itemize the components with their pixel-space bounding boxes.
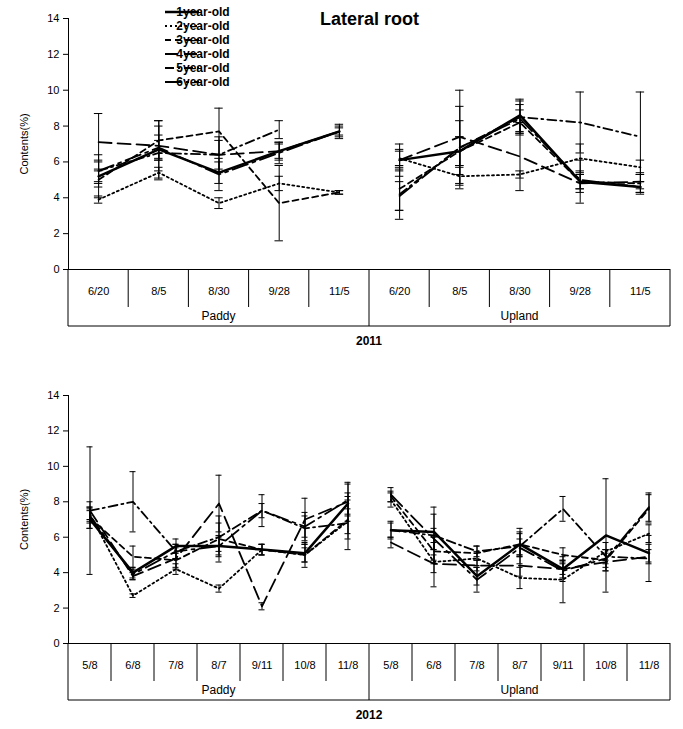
svg-text:0: 0 — [53, 637, 59, 649]
svg-text:6: 6 — [53, 531, 59, 543]
svg-text:6/8: 6/8 — [426, 659, 441, 671]
svg-text:10: 10 — [47, 84, 59, 96]
svg-text:2012: 2012 — [356, 708, 383, 722]
svg-text:6year-old: 6year-old — [176, 75, 229, 89]
svg-text:6: 6 — [53, 155, 59, 167]
svg-text:7/8: 7/8 — [469, 659, 484, 671]
svg-text:12: 12 — [47, 424, 59, 436]
svg-text:11/5: 11/5 — [329, 285, 350, 297]
svg-text:10/8: 10/8 — [294, 659, 315, 671]
svg-text:9/28: 9/28 — [268, 285, 289, 297]
svg-text:5year-old: 5year-old — [176, 61, 229, 75]
svg-text:6/20: 6/20 — [88, 285, 109, 297]
svg-text:14: 14 — [47, 12, 59, 24]
svg-text:4: 4 — [53, 566, 59, 578]
svg-text:8/5: 8/5 — [452, 285, 467, 297]
svg-text:12: 12 — [47, 48, 59, 60]
svg-text:Lateral root: Lateral root — [320, 9, 419, 29]
svg-text:8/30: 8/30 — [509, 285, 530, 297]
svg-text:5/8: 5/8 — [383, 659, 398, 671]
svg-text:10: 10 — [47, 460, 59, 472]
svg-text:Upland: Upland — [500, 683, 538, 697]
svg-text:8/5: 8/5 — [151, 285, 166, 297]
svg-text:0: 0 — [53, 263, 59, 275]
svg-text:Contents(%): Contents(%) — [18, 489, 30, 550]
svg-text:2: 2 — [53, 602, 59, 614]
svg-text:4: 4 — [53, 191, 59, 203]
svg-text:7/8: 7/8 — [168, 659, 183, 671]
svg-text:11/5: 11/5 — [630, 285, 651, 297]
svg-text:8/30: 8/30 — [208, 285, 229, 297]
svg-text:8: 8 — [53, 120, 59, 132]
svg-text:10/8: 10/8 — [595, 659, 616, 671]
svg-text:3year-old: 3year-old — [176, 33, 229, 47]
svg-text:2year-old: 2year-old — [176, 19, 229, 33]
svg-text:Contents(%): Contents(%) — [18, 113, 30, 174]
svg-text:Paddy: Paddy — [201, 309, 235, 323]
svg-text:6/8: 6/8 — [125, 659, 140, 671]
svg-text:4year-old: 4year-old — [176, 47, 229, 61]
svg-text:Paddy: Paddy — [201, 683, 235, 697]
svg-text:14: 14 — [47, 389, 59, 401]
svg-text:8/7: 8/7 — [512, 659, 527, 671]
svg-text:6/20: 6/20 — [389, 285, 410, 297]
svg-text:2011: 2011 — [356, 334, 382, 348]
svg-text:8: 8 — [53, 495, 59, 507]
svg-text:9/11: 9/11 — [553, 659, 574, 671]
svg-text:8/7: 8/7 — [211, 659, 226, 671]
svg-text:9/28: 9/28 — [569, 285, 590, 297]
svg-text:11/8: 11/8 — [639, 659, 660, 671]
svg-text:9/11: 9/11 — [252, 659, 273, 671]
svg-text:11/8: 11/8 — [338, 659, 359, 671]
svg-text:Upland: Upland — [500, 309, 538, 323]
svg-text:1year-old: 1year-old — [176, 5, 229, 19]
svg-text:2: 2 — [53, 227, 59, 239]
svg-text:5/8: 5/8 — [82, 659, 97, 671]
